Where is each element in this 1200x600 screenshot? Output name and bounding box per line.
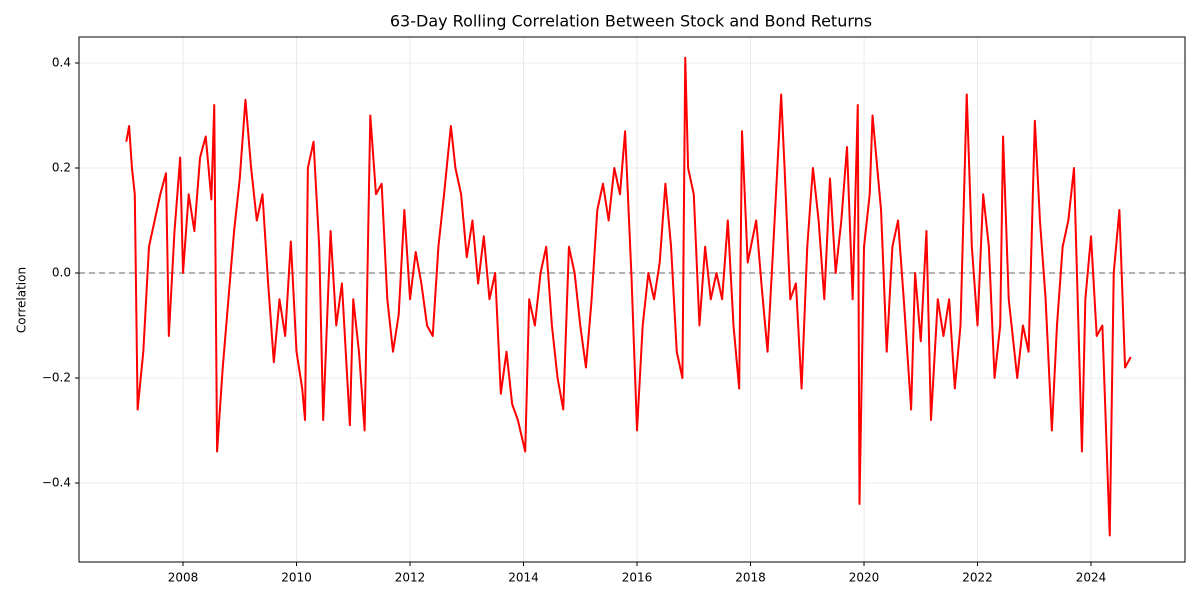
x-tick-label: 2014 (508, 571, 539, 585)
chart-title: 63-Day Rolling Correlation Between Stock… (390, 12, 872, 31)
x-tick-label: 2020 (849, 571, 880, 585)
plot-frame (78, 36, 1186, 563)
y-tick-label: 0.2 (52, 160, 71, 174)
y-tick-label: −0.4 (42, 475, 71, 489)
x-tick-label: 2022 (962, 571, 993, 585)
x-tick-label: 2016 (622, 571, 653, 585)
y-tick-label: 0.4 (52, 55, 71, 69)
data-line (125, 56, 1132, 537)
y-tick-label: 0.0 (52, 265, 71, 279)
y-tick-label: −0.2 (42, 370, 71, 384)
x-tick-label: 2008 (168, 571, 199, 585)
x-tick-label: 2018 (735, 571, 766, 585)
x-tick-label: 2010 (281, 571, 312, 585)
y-axis-label: Correlation (15, 267, 29, 333)
x-tick-label: 2024 (1076, 571, 1107, 585)
x-tick-label: 2012 (395, 571, 426, 585)
